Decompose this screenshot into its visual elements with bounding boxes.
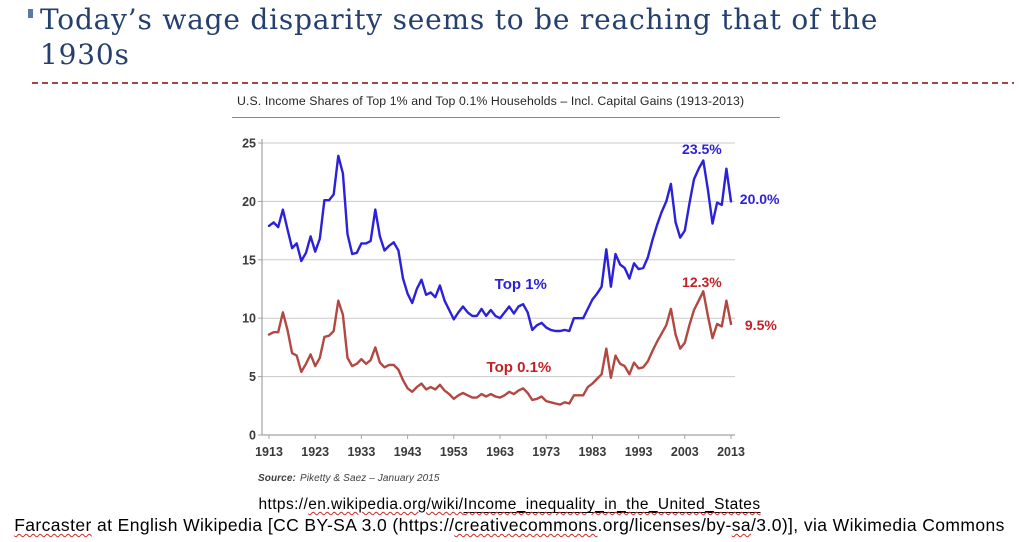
x-axis-tick-label: 1943 [394, 445, 422, 459]
attribution-text: Farcaster at English Wikipedia [CC BY-SA… [0, 515, 1019, 536]
chart-title-rule [232, 117, 780, 118]
separator-line [32, 82, 1014, 84]
y-axis-tick-label: 0 [249, 429, 256, 443]
x-axis-tick-label: 2003 [671, 445, 699, 459]
y-axis-tick-label: 15 [242, 253, 256, 267]
footer-text-segment[interactable]: en.wikipedia.org/wiki/ [308, 496, 464, 513]
footer-text-segment: .org/licenses/by- [597, 515, 732, 535]
chart-annotation: 20.0% [740, 191, 780, 207]
chart-annotation: Top 1% [495, 276, 547, 293]
y-axis-tick-label: 10 [242, 312, 256, 326]
x-axis-tick-label: 1913 [255, 445, 283, 459]
x-axis-tick-label: 1973 [532, 445, 560, 459]
chart-plot-area: 0 5 10 15 20 25 1913 1923 1933 1943 1953 1963 1973 19… [242, 137, 780, 460]
footer-text-segment: creativecommons [454, 515, 598, 535]
x-axis-tick-label: 1953 [440, 445, 468, 459]
x-axis-tick-label: 1933 [347, 445, 375, 459]
chart-title: U.S. Income Shares of Top 1% and Top 0.1… [237, 94, 745, 108]
title-accent-mark [28, 9, 33, 18]
x-axis-tick-label: 1983 [578, 445, 606, 459]
footer-text-segment: /3.0)], via Wikimedia Commons [751, 515, 1005, 535]
footer-text-segment[interactable]: https:// [258, 496, 309, 513]
chart-annotation: 12.3% [682, 274, 722, 290]
y-axis-tick-label: 25 [242, 137, 256, 151]
x-axis-tick-label: 1993 [625, 445, 653, 459]
footer-text-segment: at English Wikipedia [CC BY-SA 3.0 (http… [91, 515, 455, 535]
chart-annotation: 9.5% [745, 317, 777, 333]
slide-title: Today’s wage disparity seems to be reach… [40, 3, 879, 71]
footer-text-segment: sa [731, 515, 752, 535]
x-axis-tick-label: 2013 [717, 445, 745, 459]
footer-text-segment[interactable]: Income_inequality_in_the_United_States [463, 496, 761, 513]
chart-annotation: Top 0.1% [487, 359, 552, 376]
x-axis-tick-label: 1923 [301, 445, 329, 459]
income-share-chart: U.S. Income Shares of Top 1% and Top 0.1… [232, 90, 792, 495]
footer-text-segment: Farcaster [14, 515, 92, 535]
series-line-top-1- [267, 154, 733, 333]
source-label: Source: [258, 473, 296, 484]
series-line-top-0.1- [267, 290, 733, 406]
wikipedia-url-link[interactable]: https://en.wikipedia.org/wiki/Income_ine… [0, 496, 1019, 514]
y-axis-tick-label: 20 [242, 195, 256, 209]
x-axis-tick-label: 1963 [486, 445, 514, 459]
y-axis-tick-label: 5 [249, 370, 256, 384]
chart-source: Source: Piketty & Saez – January 2015 [258, 473, 440, 484]
chart-annotation: 23.5% [682, 141, 722, 157]
source-text: Piketty & Saez – January 2015 [299, 473, 440, 484]
